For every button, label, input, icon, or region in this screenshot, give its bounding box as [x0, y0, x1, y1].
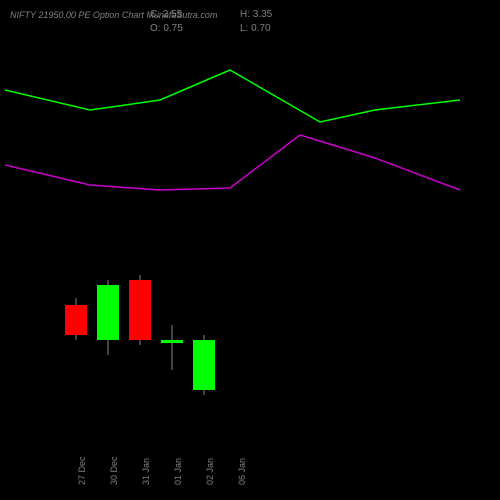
x-axis-label: 31 Jan: [141, 458, 151, 485]
chart-svg: [5, 40, 470, 440]
ohlc-stats: C: 2.55 H: 3.35 O: 0.75 L: 0.70: [150, 8, 330, 36]
chart-plot-area: [5, 40, 470, 440]
close-label: C:: [150, 9, 160, 20]
x-axis-label: 30 Dec: [109, 456, 119, 485]
low-label: L:: [240, 23, 248, 34]
open-label: O:: [150, 23, 161, 34]
low-value: 0.70: [251, 23, 270, 34]
x-axis-label: 01 Jan: [173, 458, 183, 485]
x-axis-label: 02 Jan: [205, 458, 215, 485]
high-label: H:: [240, 9, 250, 20]
x-axis-label: 27 Dec: [77, 456, 87, 485]
high-value: 3.35: [253, 9, 272, 20]
x-axis-labels: 27 Dec 30 Dec 31 Jan 01 Jan 02 Jan 06 Jan: [5, 440, 470, 495]
x-axis-label: 06 Jan: [237, 458, 247, 485]
close-value: 2.55: [163, 9, 182, 20]
chart-container: NIFTY 21950.00 PE Option Chart MunafaSut…: [0, 0, 500, 500]
open-value: 0.75: [163, 23, 182, 34]
